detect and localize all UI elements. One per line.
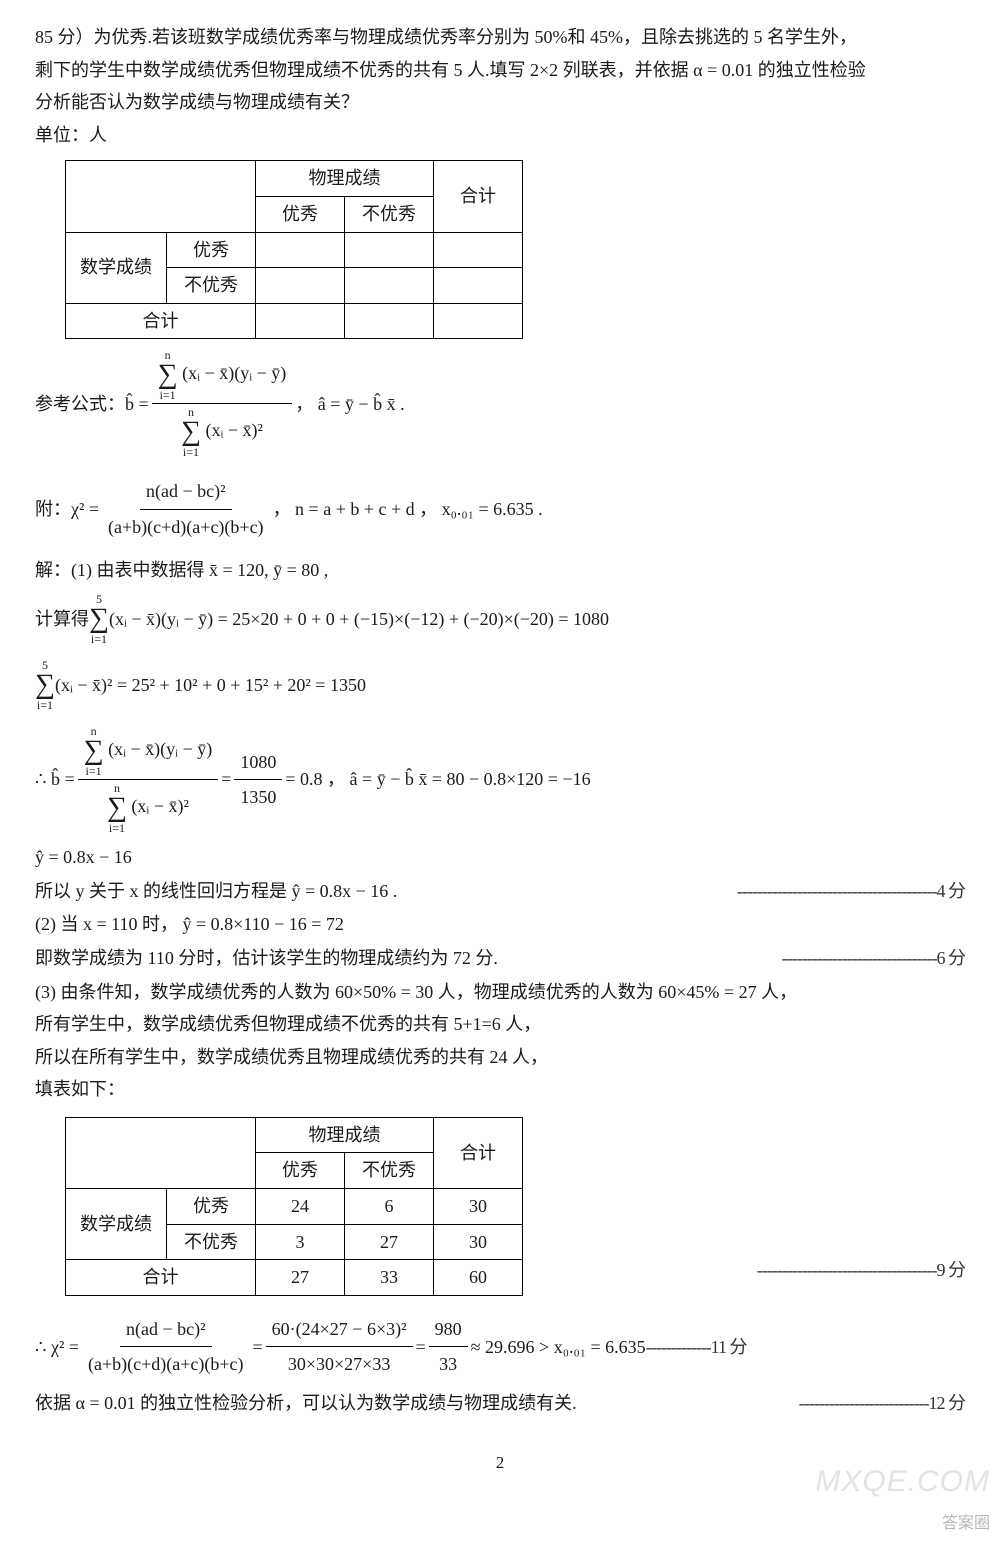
- t1-good-header: 优秀: [256, 196, 345, 232]
- t2-row-total: 合计: [66, 1260, 256, 1296]
- t2-good-header: 优秀: [256, 1153, 345, 1189]
- t1-total-header: 合计: [434, 161, 523, 232]
- sol-6: 所以 y 关于 x 的线性回归方程是 ŷ = 0.8x − 16 .: [35, 876, 397, 907]
- contingency-table-filled: 物理成绩 合计 优秀 不优秀 数学成绩 优秀 24 6 30 不优秀 3 27 …: [65, 1117, 523, 1296]
- t2-row-good: 优秀: [167, 1189, 256, 1225]
- ref-label: 参考公式：: [35, 389, 125, 420]
- score-12: --------------------------12 分: [799, 1388, 965, 1419]
- t2-bad-header: 不优秀: [345, 1153, 434, 1189]
- reference-formula: 参考公式： b̂ = n∑i=1 (xᵢ − x̄)(yᵢ − ȳ) n∑i=1…: [35, 349, 965, 458]
- final-line: 依据 α = 0.01 的独立性检验分析，可以认为数学成绩与物理成绩有关.: [35, 1388, 577, 1419]
- attach-tail: ， n = a + b + c + d ， x₀.₀₁ = 6.635 .: [273, 494, 543, 525]
- intro-line-2: 剩下的学生中数学成绩优秀但物理成绩不优秀的共有 5 人.填写 2×2 列联表，并…: [35, 55, 965, 86]
- c31: 27: [256, 1260, 345, 1296]
- intro-line-3: 分析能否认为数学成绩与物理成绩有关？: [35, 87, 965, 118]
- chi-square-calc: ∴ χ² = n(ad − bc)² (a+b)(c+d)(a+c)(b+c) …: [35, 1314, 965, 1380]
- t1-row-bad: 不优秀: [167, 268, 256, 304]
- c32: 33: [345, 1260, 434, 1296]
- final-row: 依据 α = 0.01 的独立性检验分析，可以认为数学成绩与物理成绩有关. --…: [35, 1388, 965, 1419]
- t1-math-header: 数学成绩: [66, 232, 167, 303]
- t2-math-header: 数学成绩: [66, 1189, 167, 1260]
- sol-4: ∴ b̂ = n∑i=1 (xᵢ − x̄)(yᵢ − ȳ) n∑i=1 (xᵢ…: [35, 725, 965, 834]
- c12: 6: [345, 1189, 434, 1225]
- t2-total-header: 合计: [434, 1117, 523, 1188]
- t1-row-good: 优秀: [167, 232, 256, 268]
- c22: 27: [345, 1224, 434, 1260]
- score-9: ------------------------------------9 分: [757, 1255, 965, 1286]
- sol-8-row: 即数学成绩为 110 分时，估计该学生的物理成绩约为 72 分. -------…: [35, 943, 965, 974]
- attach-label: 附：: [35, 494, 71, 525]
- sol-7: (2) 当 x = 110 时， ŷ = 0.8×110 − 16 = 72: [35, 909, 965, 940]
- t2-physics-header: 物理成绩: [256, 1117, 434, 1153]
- sol-10: 所有学生中，数学成绩优秀但物理成绩不优秀的共有 5+1=6 人，: [35, 1009, 965, 1040]
- site-badge: 答案圈: [942, 1510, 990, 1537]
- chi-square-definition: 附： χ² = n(ad − bc)² (a+b)(c+d)(a+c)(b+c)…: [35, 476, 965, 542]
- sol-6-row: 所以 y 关于 x 的线性回归方程是 ŷ = 0.8x − 16 . -----…: [35, 876, 965, 907]
- t1-bad-header: 不优秀: [345, 196, 434, 232]
- score-6: -------------------------------6 分: [782, 943, 965, 974]
- sol-1: 解：(1) 由表中数据得 x̄ = 120, ȳ = 80 ,: [35, 555, 965, 586]
- sol-12: 填表如下：: [35, 1074, 965, 1105]
- contingency-table-blank: 物理成绩 合计 优秀 不优秀 数学成绩 优秀 不优秀 合计: [65, 160, 523, 339]
- c23: 30: [434, 1224, 523, 1260]
- c11: 24: [256, 1189, 345, 1225]
- sol-11: 所以在所有学生中，数学成绩优秀且物理成绩优秀的共有 24 人，: [35, 1042, 965, 1073]
- intro-line-4: 单位：人: [35, 120, 965, 151]
- score-4: ----------------------------------------…: [737, 876, 965, 907]
- c21: 3: [256, 1224, 345, 1260]
- intro-line-1: 85 分）为优秀.若该班数学成绩优秀率与物理成绩优秀率分别为 50%和 45%，…: [35, 22, 965, 53]
- sol-9: (3) 由条件知，数学成绩优秀的人数为 60×50% = 30 人，物理成绩优秀…: [35, 977, 965, 1008]
- sol-2: 计算得 5∑i=1 (xᵢ − x̄)(yᵢ − ȳ) = 25×20 + 0 …: [35, 593, 965, 645]
- c33: 60: [434, 1260, 523, 1296]
- sol-8: 即数学成绩为 110 分时，估计该学生的物理成绩约为 72 分.: [35, 943, 498, 974]
- c13: 30: [434, 1189, 523, 1225]
- t1-row-total: 合计: [66, 303, 256, 339]
- t2-row-bad: 不优秀: [167, 1224, 256, 1260]
- t1-physics-header: 物理成绩: [256, 161, 434, 197]
- sol-3: 5∑i=1 (xᵢ − x̄)² = 25² + 10² + 0 + 15² +…: [35, 659, 965, 711]
- ref-formula-tail: ， â = ȳ − b̂ x̄ .: [295, 389, 404, 420]
- score-11: -------------11 分: [646, 1332, 747, 1363]
- sol-5: ŷ = 0.8x − 16: [35, 842, 965, 873]
- bhat-equals: b̂ =: [125, 389, 149, 420]
- page-number: 2: [35, 1449, 965, 1478]
- chi-label: χ² =: [71, 494, 99, 525]
